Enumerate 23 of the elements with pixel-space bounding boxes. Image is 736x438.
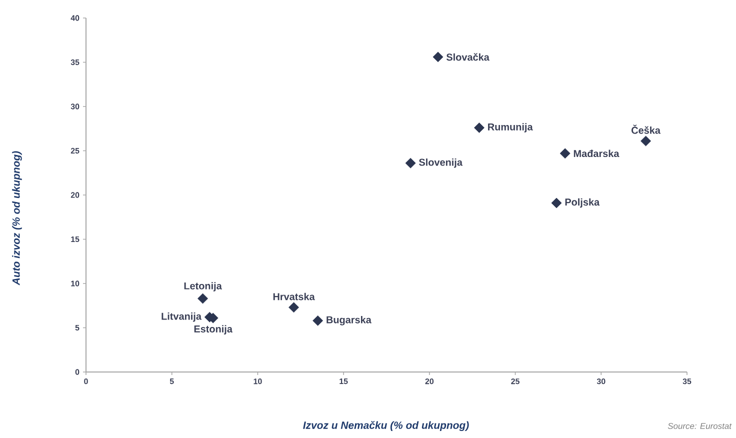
point (198, 293, 208, 304)
annotation: Slovačka (446, 53, 490, 61)
annotation: Estonija (194, 325, 233, 334)
y-axis-title: Auto izvoz (% od ukupnog) (12, 151, 22, 286)
annotation: Letonija (184, 282, 222, 292)
annotation: Slovenija (418, 158, 463, 168)
point (640, 136, 652, 146)
point (432, 52, 444, 62)
point (288, 302, 300, 313)
point (474, 122, 484, 133)
annotation: Rumunija (488, 123, 533, 132)
point (551, 198, 562, 208)
annotation: Poljska (565, 198, 600, 208)
annotation: Mađarska (574, 150, 620, 158)
annotation: Hrvatska (273, 292, 315, 300)
point (405, 158, 416, 168)
point (312, 315, 324, 326)
source-note: Source: Eurostat (668, 423, 732, 429)
x-axis-title: Izvoz u Nemačku (% od ukupnog) (303, 421, 469, 431)
point (560, 148, 570, 159)
annotation: Bugarska (326, 316, 372, 326)
annotation: Češka (632, 124, 661, 134)
annotation: Litvanija (162, 312, 202, 322)
